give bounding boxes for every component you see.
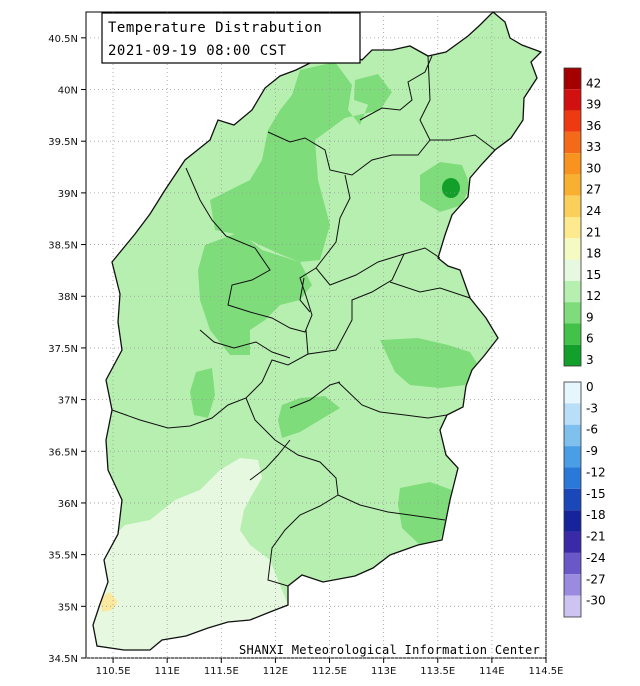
- title-line-1: Temperature Distrabution: [108, 20, 322, 36]
- band-15-18-southwest: [93, 458, 288, 650]
- legend-frame-cold: [563, 381, 582, 618]
- band-15-18-wedge: [198, 515, 235, 552]
- legend-swatch: [564, 446, 581, 468]
- legend-swatch: [564, 403, 581, 425]
- lat-tick-label: 40.5N: [48, 34, 78, 45]
- legend-label: -24: [586, 551, 606, 565]
- legend-swatch: [564, 552, 581, 575]
- legend-label: 18: [586, 247, 601, 261]
- legend-swatch: [564, 259, 581, 281]
- credit-text: SHANXI Meteorological Information Center: [239, 643, 540, 657]
- lon-tick-label: 114.5E: [529, 666, 564, 677]
- legend-label: 21: [586, 225, 601, 239]
- legend-swatch: [564, 238, 581, 260]
- lat-tick-label: 38N: [58, 292, 78, 303]
- lon-tick-label: 111E: [154, 666, 179, 677]
- lon-tick-label: 113.5E: [420, 666, 455, 677]
- legend-swatch: [564, 153, 581, 175]
- lon-tick-label: 114E: [479, 666, 504, 677]
- band-9-12-north: [210, 62, 392, 262]
- legend-label: 6: [586, 332, 594, 346]
- legend-swatch: [564, 110, 581, 132]
- legend-swatch: [564, 217, 581, 239]
- legend-label: -3: [586, 401, 598, 415]
- title-line-2: 2021-09-19 08:00 CST: [108, 43, 287, 59]
- legend-label: 0: [586, 380, 594, 394]
- legend-swatch: [564, 68, 581, 90]
- legend-label: 27: [586, 183, 601, 197]
- legend-label: 3: [586, 353, 594, 367]
- legend-label: 33: [586, 140, 601, 154]
- legend-label: 39: [586, 98, 601, 112]
- legend-label: -6: [586, 423, 598, 437]
- legend-swatch: [564, 531, 581, 553]
- legend-label: -27: [586, 572, 606, 586]
- band-9-12-ne-top: [354, 74, 390, 106]
- legend-swatch: [564, 382, 581, 404]
- legend-swatch: [564, 89, 581, 111]
- title-box: Temperature Distrabution 2021-09-19 08:0…: [101, 12, 361, 64]
- legend-swatch: [564, 595, 581, 617]
- legend-swatch: [564, 131, 581, 154]
- lat-tick-label: 37.5N: [48, 344, 78, 355]
- lat-tick-label: 39.5N: [48, 137, 78, 148]
- legend-swatch: [564, 344, 581, 366]
- legend-swatch: [564, 488, 581, 511]
- lon-tick-label: 112E: [263, 666, 288, 677]
- band-6-9-spot: [442, 178, 460, 198]
- lon-tick-label: 113E: [371, 666, 396, 677]
- legend-swatch: [564, 510, 581, 532]
- legend-swatch: [564, 574, 581, 596]
- latitude-axis: 40.5N 40N 39.5N 39N 38.5N 38N 37.5N 37N 36.5N 36N…: [48, 34, 86, 665]
- legend-label: -9: [586, 444, 598, 458]
- province-outline: [92, 11, 543, 651]
- legend-label: 9: [586, 310, 594, 324]
- legend-swatch: [564, 323, 581, 345]
- lon-tick-label: 110.5E: [96, 666, 131, 677]
- legend-label: 42: [586, 76, 601, 90]
- legend-swatch: [564, 280, 581, 303]
- legend-label: -15: [586, 487, 606, 501]
- lat-tick-label: 35.5N: [48, 551, 78, 562]
- lat-tick-label: 38.5N: [48, 241, 78, 252]
- legend-label: -21: [586, 530, 606, 544]
- lat-tick-label: 34.5N: [48, 654, 78, 665]
- band-18-21-sliver: [100, 592, 118, 612]
- lat-tick-label: 39N: [58, 189, 78, 200]
- lat-tick-label: 40N: [58, 86, 78, 97]
- legend-label: 12: [586, 289, 601, 303]
- legend-label: -18: [586, 508, 606, 522]
- band-9-12-west-small: [190, 368, 215, 418]
- legend-label: 36: [586, 119, 601, 133]
- lat-tick-label: 37N: [58, 396, 78, 407]
- legend-label: -30: [586, 594, 606, 608]
- longitude-axis: 110.5E 111E 111.5E 112E 112.5E 113E 113.5E 114E…: [96, 658, 564, 677]
- legend-label: -12: [586, 465, 606, 479]
- legend-swatch: [564, 195, 581, 217]
- band-9-12-central-west: [198, 232, 312, 355]
- legend-frame-warm: [563, 67, 582, 367]
- legend-label: 24: [586, 204, 601, 218]
- band-9-12-east: [380, 338, 480, 388]
- lat-tick-label: 36.5N: [48, 447, 78, 458]
- legend-label: 30: [586, 161, 601, 175]
- legend-swatch: [564, 424, 581, 447]
- color-legend: 42393633302724211815129630-3-6-9-12-15-1…: [563, 67, 606, 618]
- prefecture-boundaries: [111, 55, 496, 587]
- legend-label: 15: [586, 268, 601, 282]
- legend-swatch: [564, 467, 581, 489]
- lon-tick-label: 111.5E: [204, 666, 239, 677]
- lat-tick-label: 35N: [58, 602, 78, 613]
- lat-tick-label: 36N: [58, 499, 78, 510]
- band-9-12-southeast: [398, 482, 452, 545]
- legend-swatch: [564, 174, 581, 196]
- legend-swatch: [564, 302, 581, 324]
- lon-tick-label: 112.5E: [312, 666, 347, 677]
